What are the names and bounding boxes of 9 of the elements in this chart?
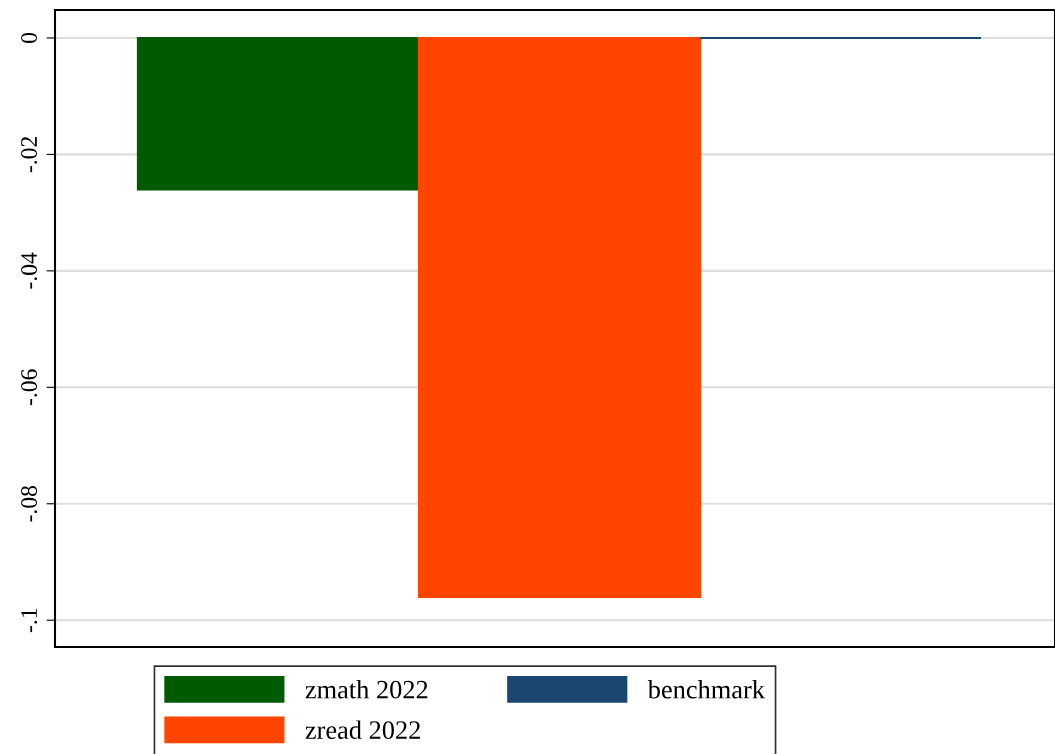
- legend-label: zread 2022: [305, 720, 420, 740]
- y-tick-label: -.06: [21, 369, 38, 406]
- legend-label: benchmark: [647, 679, 765, 699]
- y-tick-label: 0: [21, 32, 38, 43]
- y-tick-label: -.08: [21, 485, 38, 522]
- y-tick-label: -.1: [21, 608, 38, 633]
- y-tick-label: -.02: [21, 137, 38, 173]
- legend-label: zmath 2022: [305, 679, 428, 699]
- y-tick-label: -.04: [21, 252, 38, 289]
